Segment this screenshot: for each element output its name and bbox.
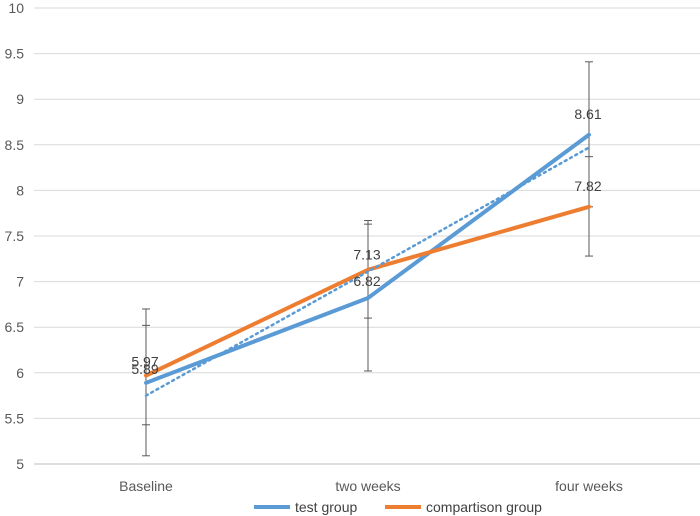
x-axis-tick-labels: Baseline two weeks four weeks (119, 478, 623, 494)
y-tick-label: 8 (16, 182, 24, 198)
x-tick-label: two weeks (335, 478, 400, 494)
comparison-group-data-label: 7.82 (574, 178, 601, 194)
test-group-trendline (144, 146, 591, 397)
y-tick-label: 6.5 (5, 319, 25, 335)
comparison-group-data-label: 5.97 (131, 354, 158, 370)
legend: test group compartison group (254, 499, 542, 515)
y-tick-label: 9 (16, 91, 24, 107)
comparison-group-line (144, 204, 591, 378)
legend-item-comparison-group: compartison group (385, 499, 542, 515)
y-axis-tick-labels: 5 5.5 6 6.5 7 7.5 8 8.5 9 9.5 10 (5, 0, 25, 472)
test-group-data-label: 5.89 (131, 361, 158, 377)
y-tick-label: 7.5 (5, 228, 25, 244)
y-tick-label: 5 (16, 456, 24, 472)
legend-label: compartison group (426, 499, 542, 515)
trendline (144, 146, 591, 397)
legend-label: test group (295, 499, 357, 515)
y-tick-label: 6 (16, 365, 24, 381)
y-tick-label: 7 (16, 274, 24, 290)
gridlines (34, 7, 700, 465)
y-tick-label: 9.5 (5, 46, 25, 62)
legend-item-test-group: test group (254, 499, 357, 515)
x-tick-label: four weeks (555, 478, 623, 494)
y-tick-label: 8.5 (5, 137, 25, 153)
y-tick-label: 10 (8, 0, 24, 16)
x-tick-label: Baseline (119, 478, 173, 494)
test-group-data-label: 8.61 (574, 106, 601, 122)
test-group-data-label: 6.82 (353, 273, 380, 289)
data-labels: 5.89 6.82 8.61 5.97 7.13 7.82 (131, 106, 601, 377)
y-tick-label: 5.5 (5, 410, 25, 426)
comparison-group-data-label: 7.13 (353, 247, 380, 263)
